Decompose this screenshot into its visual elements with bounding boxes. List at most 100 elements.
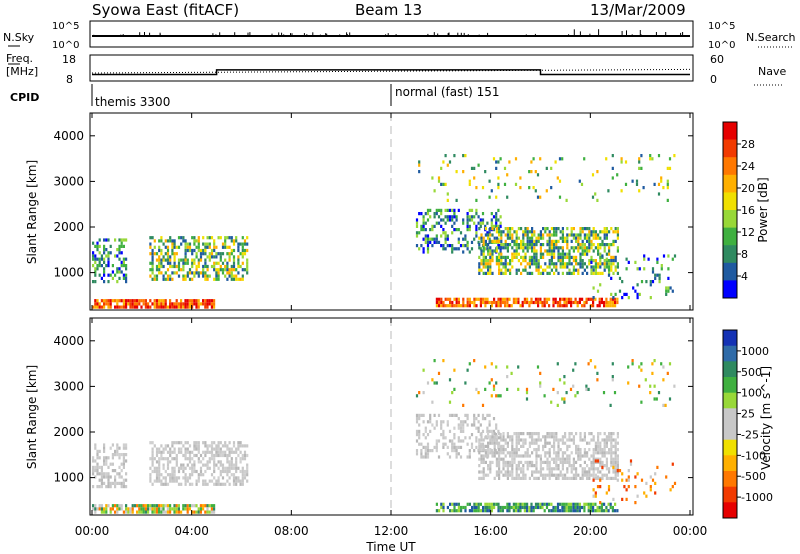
range-gate-cell <box>500 448 503 452</box>
range-gate-cell <box>131 504 134 508</box>
range-gate-cell <box>175 457 178 461</box>
range-gate-cell <box>151 248 154 253</box>
range-gate-cell <box>511 255 514 259</box>
range-gate-cell <box>611 300 614 305</box>
range-gate-cell <box>590 464 593 468</box>
range-gate-cell <box>482 457 485 461</box>
range-gate-cell <box>546 239 549 243</box>
range-gate-cell <box>653 397 656 401</box>
range-gate-cell <box>440 208 443 212</box>
colorbar-tick-label: 4 <box>741 270 748 283</box>
range-gate-cell <box>526 460 529 464</box>
range-gate-cell <box>530 160 533 164</box>
range-gate-cell <box>116 481 119 485</box>
range-gate-cell <box>616 448 619 452</box>
range-gate-cell <box>477 413 480 417</box>
range-gate-cell <box>491 227 494 231</box>
range-gate-cell <box>114 481 117 485</box>
range-gate-cell <box>107 472 110 476</box>
range-gate-cell <box>610 255 613 259</box>
range-gate-cell <box>554 509 557 513</box>
range-gate-cell <box>470 208 474 212</box>
range-gate-cell <box>103 446 106 450</box>
range-gate-cell <box>514 157 518 161</box>
range-gate-cell <box>206 274 209 278</box>
range-gate-cell <box>502 230 505 234</box>
range-gate-cell <box>503 182 507 186</box>
range-gate-cell <box>125 299 128 303</box>
range-gate-cell <box>435 212 438 216</box>
range-gate-cell <box>475 304 478 308</box>
range-gate-cell <box>105 302 108 306</box>
range-gate-cell <box>197 264 200 269</box>
range-gate-cell <box>446 423 449 427</box>
range-gate-cell <box>616 473 619 477</box>
range-gate-cell <box>164 277 167 281</box>
range-gate-cell <box>180 466 183 470</box>
range-gate-cell <box>426 234 430 238</box>
range-gate-cell <box>513 457 516 461</box>
range-gate-cell <box>484 454 487 458</box>
range-gate-cell <box>610 441 613 445</box>
range-gate-cell <box>175 453 178 458</box>
range-gate-cell <box>548 451 551 455</box>
range-gate-cell <box>120 469 123 473</box>
range-gate-cell <box>506 502 509 506</box>
range-gate-cell <box>624 160 628 164</box>
y-tick-label: 3000 <box>53 174 84 188</box>
range-gate-cell <box>160 504 163 508</box>
range-gate-cell <box>528 271 531 275</box>
range-gate-cell <box>444 154 447 158</box>
range-gate-cell <box>228 258 231 262</box>
range-gate-cell <box>616 509 619 513</box>
range-gate-cell <box>109 305 112 309</box>
range-gate-cell <box>164 239 167 243</box>
range-gate-cell <box>204 305 207 309</box>
range-gate-cell <box>455 455 458 459</box>
range-gate-cell <box>193 460 196 464</box>
range-gate-cell <box>590 260 593 264</box>
range-gate-cell <box>533 441 536 445</box>
range-gate-cell <box>122 453 125 457</box>
range-gate-cell <box>605 230 608 234</box>
range-gate-cell <box>520 262 523 266</box>
range-gate-cell <box>575 432 578 436</box>
range-gate-cell <box>118 299 121 303</box>
range-gate-cell <box>197 507 200 511</box>
range-gate-cell <box>131 302 134 306</box>
range-gate-cell <box>552 300 555 305</box>
range-gate-cell <box>612 464 615 468</box>
range-gate-cell <box>420 244 423 248</box>
colorbar-swatch <box>723 361 737 378</box>
range-gate-cell <box>206 268 209 272</box>
range-gate-cell <box>94 302 97 306</box>
range-gate-cell <box>122 485 125 489</box>
range-gate-cell <box>94 257 97 261</box>
range-gate-cell <box>534 297 538 301</box>
range-gate-cell <box>526 239 529 243</box>
range-gate-cell <box>570 230 573 234</box>
range-gate-cell <box>517 502 520 506</box>
range-gate-cell <box>111 504 114 508</box>
range-gate-cell <box>548 243 551 247</box>
range-gate-cell <box>498 473 501 477</box>
range-gate-cell <box>575 460 578 464</box>
range-gate-cell <box>442 218 445 222</box>
range-gate-cell <box>144 504 147 508</box>
range-gate-cell <box>468 179 471 183</box>
range-gate-cell <box>451 439 454 443</box>
range-gate-cell <box>213 466 216 470</box>
range-gate-cell <box>197 274 200 278</box>
range-gate-cell <box>100 299 103 303</box>
range-gate-cell <box>177 447 181 451</box>
range-gate-cell <box>109 446 112 450</box>
range-gate-cell <box>557 473 560 477</box>
range-gate-cell <box>442 300 445 305</box>
range-gate-cell <box>246 469 249 474</box>
range-gate-cell <box>204 242 207 246</box>
range-gate-cell <box>241 453 244 458</box>
range-gate-cell <box>555 230 558 234</box>
range-gate-cell <box>442 509 445 513</box>
range-gate-cell <box>482 454 485 458</box>
range-gate-cell <box>497 186 500 190</box>
